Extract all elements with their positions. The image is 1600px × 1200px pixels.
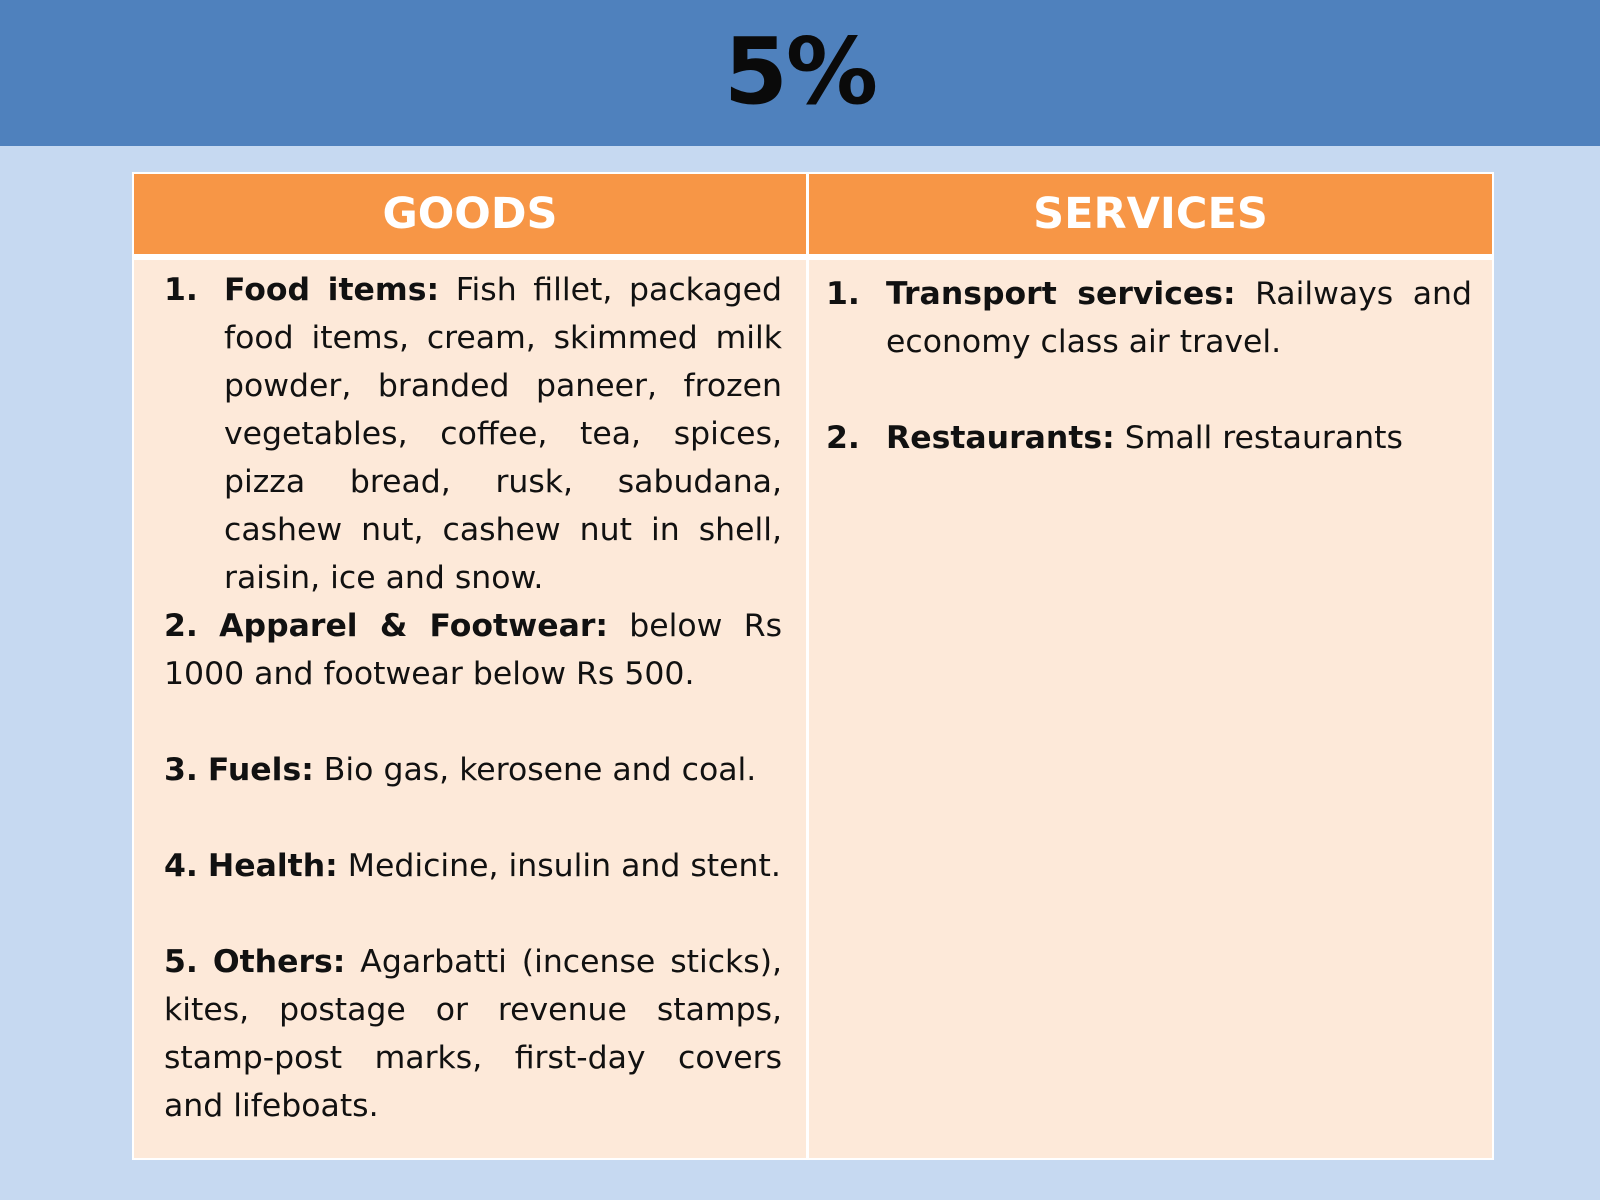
services-item-restaurants: 2. Restaurants: Small restaurants	[826, 414, 1472, 462]
goods-item-heading: Others:	[212, 944, 346, 980]
goods-item-health: 4. Health: Medicine, insulin and stent.	[164, 842, 782, 890]
title-bar: 5%	[0, 0, 1600, 146]
spacer	[164, 698, 782, 746]
goods-item-number: 3.	[164, 752, 198, 788]
services-item-number: 2.	[826, 420, 860, 456]
slide-title: 5%	[723, 17, 878, 125]
header-services: SERVICES	[1033, 189, 1268, 239]
goods-item-text: Agarbatti (incense sticks), kites, posta…	[164, 944, 782, 1124]
goods-item-text: Fish fillet, packaged food items, cream,…	[224, 272, 782, 596]
goods-item-fuels: 3. Fuels: Bio gas, kerosene and coal.	[164, 746, 782, 794]
column-divider	[806, 174, 809, 1158]
spacer	[164, 890, 782, 938]
goods-item-heading: Health:	[207, 848, 338, 884]
services-item-text: Railways and economy class air travel.	[886, 276, 1472, 360]
services-item-heading: Restaurants:	[886, 420, 1115, 456]
table-header-row: GOODS SERVICES	[134, 174, 1492, 260]
services-item-heading: Transport services:	[886, 276, 1236, 312]
goods-item-others: 5. Others: Agarbatti (incense sticks), k…	[164, 938, 782, 1130]
goods-item-apparel: 2. Apparel & Footwear: below Rs 1000 and…	[164, 602, 782, 698]
services-item-number: 1.	[826, 276, 860, 312]
goods-column: 1. Food items: Fish fillet, packaged foo…	[164, 266, 782, 1130]
goods-item-food: 1. Food items: Fish fillet, packaged foo…	[164, 266, 782, 602]
goods-item-text: Bio gas, kerosene and coal.	[313, 752, 757, 788]
services-item-transport: 1. Transport services: Railways and econ…	[826, 270, 1472, 366]
goods-item-number: 2.	[164, 608, 198, 644]
goods-item-text: Medicine, insulin and stent.	[337, 848, 781, 884]
header-goods: GOODS	[382, 189, 558, 239]
services-column: 1. Transport services: Railways and econ…	[826, 266, 1472, 462]
spacer	[826, 366, 1472, 414]
goods-item-heading: Food items:	[224, 272, 440, 308]
spacer	[164, 794, 782, 842]
goods-item-number: 5.	[164, 944, 198, 980]
goods-item-number: 4.	[164, 848, 198, 884]
goods-item-heading: Apparel & Footwear:	[219, 608, 608, 644]
goods-item-number: 1.	[164, 272, 198, 308]
goods-item-text: below Rs 1000 and footwear below Rs 500.	[164, 608, 782, 692]
goods-item-heading: Fuels:	[207, 752, 314, 788]
gst-table: GOODS SERVICES 1. Food items: Fish fille…	[132, 172, 1494, 1160]
services-item-text: Small restaurants	[1114, 420, 1403, 456]
